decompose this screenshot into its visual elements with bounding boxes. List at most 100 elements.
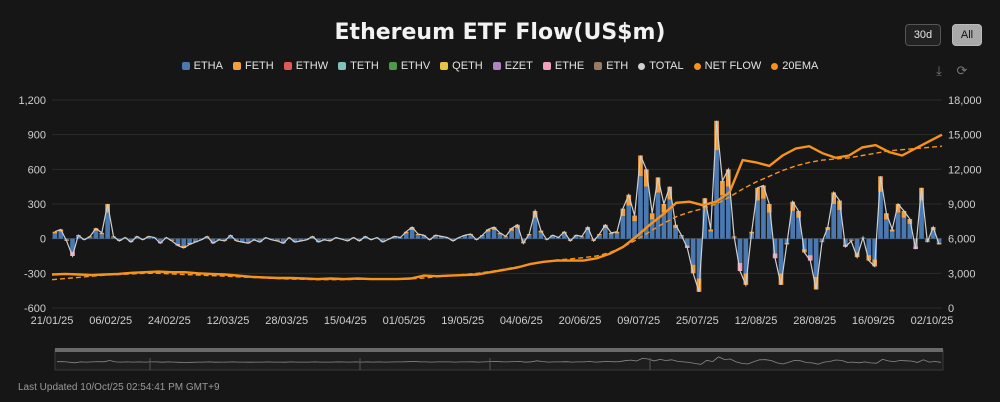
legend-item-etha[interactable]: ETHA [181, 60, 223, 72]
bar-etha [462, 236, 468, 239]
y-right-tick-label: 3,000 [948, 268, 976, 280]
bar-etha [878, 191, 883, 239]
bar-etha [766, 212, 772, 239]
navigator-scrollbar[interactable] [55, 348, 943, 352]
legend-item-eth[interactable]: ETH [594, 60, 628, 72]
bar-feth [175, 243, 181, 246]
bar-etha [790, 210, 796, 239]
x-tick-label: 25/07/25 [676, 315, 719, 327]
bar-etha [316, 238, 321, 242]
total-flow-line [54, 120, 940, 292]
bar-etha [275, 238, 280, 241]
range-30d-button[interactable]: 30d [905, 24, 941, 46]
bar-feth [638, 155, 643, 177]
bar-feth [187, 243, 192, 245]
legend-swatch [283, 62, 292, 70]
bar-etha [655, 192, 661, 239]
bar-etha [415, 235, 421, 239]
page-title: Ethereum ETF Flow(US$m) [334, 20, 666, 45]
bar-etha [626, 205, 632, 239]
bar-etha [333, 237, 339, 239]
legend-item-ezet[interactable]: EZET [492, 60, 533, 72]
bar-etha [216, 238, 222, 240]
bar-etha [491, 230, 497, 239]
bar-etha [725, 186, 731, 239]
bar-feth [807, 255, 813, 261]
x-tick-label: 19/05/25 [441, 315, 484, 327]
legend-item-ethe[interactable]: ETHE [542, 60, 584, 72]
bar-etha [872, 238, 877, 260]
bar-etha [128, 238, 134, 242]
bar-etha [831, 204, 837, 239]
x-tick-label: 28/08/25 [793, 315, 836, 327]
bar-etha [298, 238, 304, 241]
bar-etha [327, 238, 333, 241]
download-icon[interactable]: ⤓ [936, 63, 942, 78]
bar-etha [895, 212, 901, 239]
bar-feth [608, 232, 614, 235]
x-tick-label: 24/02/25 [148, 315, 191, 327]
bar-etha [157, 238, 163, 243]
legend-swatch [771, 62, 779, 70]
bar-feth [778, 273, 784, 285]
bar-etha [64, 238, 69, 241]
bar-feth [755, 187, 760, 201]
legend-item-20ema[interactable]: 20EMA [771, 60, 818, 72]
legend-swatch [542, 62, 551, 70]
bar-etha [638, 176, 643, 239]
bar-etha [796, 217, 801, 239]
ema20-line [51, 145, 943, 281]
bar-feth [720, 180, 725, 196]
bar-etha [667, 199, 673, 239]
bar-etha [257, 238, 263, 242]
legend-item-qeth[interactable]: QETH [440, 60, 483, 72]
bar-etha [111, 236, 116, 239]
legend-swatch [492, 62, 501, 70]
bar-etha [456, 237, 462, 239]
bar-feth [491, 227, 497, 230]
bar-feth [509, 228, 514, 231]
legend-item-teth[interactable]: TETH [338, 60, 379, 72]
x-tick-label: 20/06/25 [559, 315, 602, 327]
bar-etha [884, 219, 889, 239]
bar-etha [403, 233, 409, 239]
bar-etha [117, 238, 122, 241]
bar-etha [673, 228, 678, 239]
bar-etha [919, 200, 924, 239]
bar-feth [485, 229, 491, 232]
legend-label: ETHV [400, 60, 431, 72]
bar-feth [761, 185, 766, 199]
x-tick-label: 15/04/25 [324, 315, 367, 327]
bar-etha [679, 236, 684, 239]
refresh-icon[interactable]: ⟳ [956, 63, 968, 78]
bar-etha [696, 238, 702, 279]
range-navigator[interactable] [54, 349, 944, 371]
bar-etha [503, 236, 509, 239]
legend-item-net-flow[interactable]: NET FLOW [693, 60, 762, 72]
bar-etha [409, 230, 415, 239]
legend-item-ethw[interactable]: ETHW [283, 60, 328, 72]
legend-item-ethv[interactable]: ETHV [388, 60, 431, 72]
bar-feth [626, 194, 632, 206]
x-tick-label: 02/10/25 [911, 315, 954, 327]
bar-etha [245, 238, 251, 243]
bar-etha [556, 237, 561, 239]
legend-label: TOTAL [649, 60, 684, 72]
y-right-tick-label: 12,000 [948, 164, 982, 176]
legend-item-feth[interactable]: FETH [232, 60, 274, 72]
x-tick-label: 16/09/25 [852, 315, 895, 327]
bar-etha [321, 238, 327, 240]
bar-feth [409, 227, 415, 230]
bar-etha [450, 238, 456, 241]
range-all-button[interactable]: All [952, 24, 982, 46]
bar-etha [901, 217, 907, 239]
bar-etha [146, 236, 151, 239]
legend-label: NET FLOW [704, 60, 762, 72]
bar-etha [251, 238, 257, 240]
bar-etha [889, 231, 895, 239]
legend-item-total[interactable]: TOTAL [638, 60, 684, 72]
bar-etha [837, 210, 842, 239]
bar-feth [884, 213, 889, 220]
bar-etha [169, 238, 175, 241]
bar-etha [567, 238, 573, 241]
